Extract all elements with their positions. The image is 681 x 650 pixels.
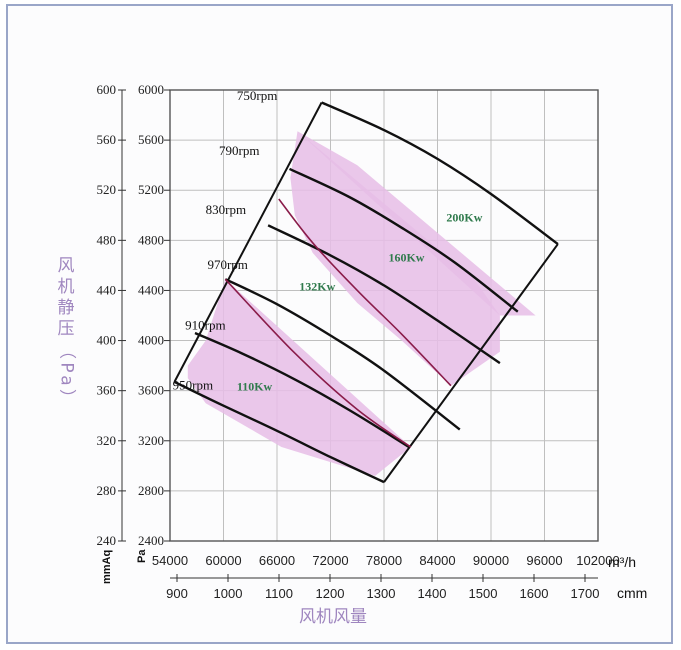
speed-curve-830rpm xyxy=(224,278,461,431)
power-lines xyxy=(224,198,452,448)
x-tick-label-cmm: 1300 xyxy=(367,586,396,601)
rpm-label-950rpm: 950rpm xyxy=(173,377,213,392)
power-label-132Kw: 132Kw xyxy=(299,279,335,293)
y-tick-label-pa: 5600 xyxy=(138,132,164,147)
x-tick-label-cmm: 1700 xyxy=(571,586,600,601)
y-tick-label-mmaq: 480 xyxy=(97,232,117,247)
power-label-110Kw: 110Kw xyxy=(237,380,273,394)
y-tick-label-pa: 3200 xyxy=(138,433,164,448)
x-tick-label-cmm: 1600 xyxy=(520,586,549,601)
y-primary-unit: Pa xyxy=(136,549,148,563)
x-tick-label-m3h: 60000 xyxy=(205,553,241,568)
y-tick-label-mmaq: 440 xyxy=(97,282,117,297)
y-tick-label-pa: 3600 xyxy=(138,383,164,398)
x-tick-label-m3h: 72000 xyxy=(312,553,348,568)
power-region-200Kw xyxy=(297,131,536,316)
y-tick-label-pa: 4800 xyxy=(138,232,164,247)
x-tick-label-m3h: 96000 xyxy=(526,553,562,568)
power-line-2 xyxy=(278,198,452,387)
envelope-right-edge xyxy=(383,243,559,483)
rpm-label-790rpm: 790rpm xyxy=(219,143,259,158)
speed-curve-950rpm xyxy=(321,101,559,246)
power-label-160Kw: 160Kw xyxy=(388,251,424,265)
x-tick-label-cmm: 1400 xyxy=(418,586,447,601)
x-tick-label-m3h: 54000 xyxy=(152,553,188,568)
y-axis-title-char: 机 xyxy=(57,277,75,297)
rpm-label-970rpm: 970rpm xyxy=(207,257,247,272)
x-tick-label-cmm: 1200 xyxy=(316,586,345,601)
x-tick-label-cmm: 900 xyxy=(166,586,188,601)
power-region-110Kw xyxy=(187,279,411,476)
power-line-1 xyxy=(224,278,412,448)
x-secondary-unit: cmm xyxy=(617,585,647,601)
y-tick-label-pa: 5200 xyxy=(138,182,164,197)
y-tick-label-mmaq: 360 xyxy=(97,383,117,398)
y-tick-label-pa: 4400 xyxy=(138,282,164,297)
y-axis-title-char: 静 xyxy=(57,298,75,318)
x-tick-label-m3h: 66000 xyxy=(259,553,295,568)
x-tick-label-m3h: 102000 xyxy=(576,553,619,568)
power-regions xyxy=(187,131,536,476)
y-tick-label-mmaq: 240 xyxy=(97,533,117,548)
y-tick-label-pa: 6000 xyxy=(138,82,164,97)
y-tick-label-mmaq: 520 xyxy=(97,182,117,197)
y-axis-title-char: ） xyxy=(56,389,77,406)
y-tick-label-mmaq: 400 xyxy=(97,333,117,348)
x-tick-label-cmm: 1100 xyxy=(265,586,293,601)
rpm-label-830rpm: 830rpm xyxy=(206,202,246,217)
labels: 750rpm 790rpm 830rpm 970rpm 910rpm 950rpm 110K… xyxy=(173,88,483,394)
power-label-200Kw: 200Kw xyxy=(446,211,482,225)
y-secondary-unit: mmAq xyxy=(101,550,113,584)
y-axis-title-char: 风 xyxy=(57,256,75,276)
rpm-label-750rpm: 750rpm xyxy=(237,88,277,103)
y-tick-label-mmaq: 560 xyxy=(97,132,117,147)
speed-curve-750rpm xyxy=(173,380,385,484)
y-tick-label-mmaq: 280 xyxy=(97,483,117,498)
x-tick-label-m3h: 84000 xyxy=(419,553,455,568)
rpm-label-910rpm: 910rpm xyxy=(185,317,225,332)
x-tick-label-m3h: 90000 xyxy=(473,553,509,568)
y-tick-label-pa: 4000 xyxy=(138,333,164,348)
x-axis-title: 风机风量 xyxy=(299,607,367,627)
plot-border xyxy=(169,89,599,542)
x-tick-label-m3h: 78000 xyxy=(366,553,402,568)
y-tick-label-mmaq: 600 xyxy=(97,82,117,97)
x-primary-unit: m³/h xyxy=(608,554,636,570)
speed-curves xyxy=(173,101,559,484)
y-axis-title-char: 压 xyxy=(57,319,75,339)
y-tick-label-pa: 2400 xyxy=(138,533,164,548)
y-tick-label-pa: 2800 xyxy=(138,483,164,498)
x-tick-label-cmm: 1500 xyxy=(469,586,498,601)
axes: 2400 2800 3200 3600 4000 4400 4800 5200 5600 6000… xyxy=(97,82,620,601)
speed-curve-910rpm xyxy=(288,167,519,313)
y-tick-label-mmaq: 320 xyxy=(97,433,117,448)
x-tick-label-cmm: 1000 xyxy=(214,586,243,601)
speed-curve-790rpm xyxy=(194,331,410,449)
speed-curve-970rpm xyxy=(267,224,501,365)
